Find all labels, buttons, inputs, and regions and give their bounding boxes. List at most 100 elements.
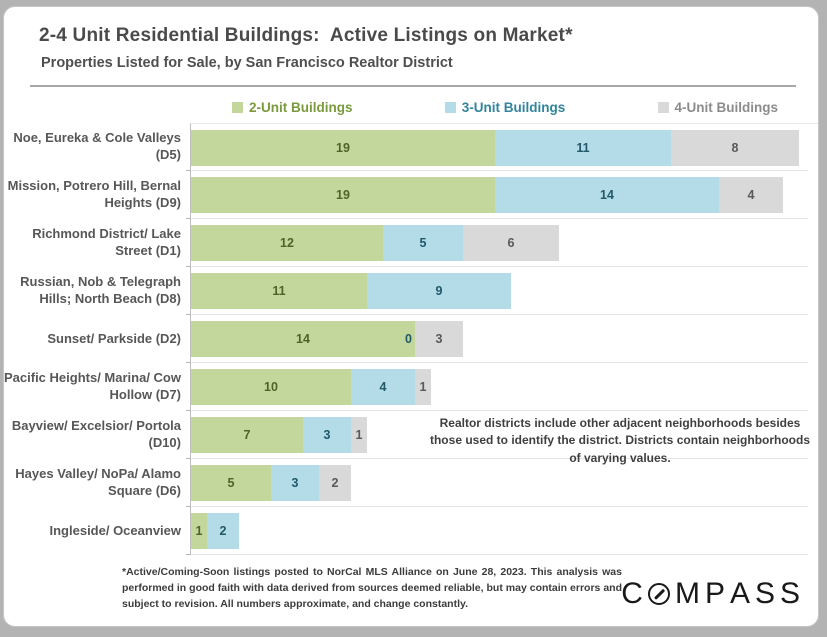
category-label: Pacific Heights/ Marina/ Cow Hollow (D7) — [4, 370, 181, 402]
legend-item: 4-Unit Buildings — [657, 100, 779, 115]
chart-row: Ingleside/ Oceanview 1 2 — [4, 507, 818, 555]
legend-swatch-icon — [232, 102, 243, 113]
legend-label: 4-Unit Buildings — [674, 100, 779, 115]
legend-swatch-icon — [657, 102, 669, 113]
bar-value-label: 5 — [419, 236, 427, 250]
bar-track: 10 4 1 — [186, 363, 818, 411]
bar-segment-3-unit: 3 — [303, 417, 351, 453]
bar-segment-4-unit: 1 — [351, 417, 367, 453]
logo-letter: C — [621, 577, 643, 610]
bar-value-label: 0 — [405, 332, 412, 346]
bar-segment-3-unit: 5 — [383, 225, 463, 261]
bar-segment-3-unit: 3 — [271, 465, 319, 501]
chart-row: Hayes Valley/ NoPa/ Alamo Square (D6) 5 3 2 — [4, 459, 818, 507]
bar-track: 11 9 — [186, 267, 818, 315]
legend-swatch-icon — [444, 102, 456, 113]
bar-value-label: 14 — [296, 332, 310, 346]
bar-segment-2-unit: 19 — [191, 177, 495, 213]
header-divider — [30, 85, 796, 87]
bar-track: 12 5 6 — [186, 219, 818, 267]
bar-value-label: 1 — [355, 428, 363, 442]
chart-row: Pacific Heights/ Marina/ Cow Hollow (D7)… — [4, 363, 818, 411]
bar-value-label: 4 — [379, 380, 387, 394]
category-label: Sunset/ Parkside (D2) — [47, 330, 181, 346]
annotation-text: Realtor districts include other adjacent… — [429, 416, 811, 465]
bar-segment-4-unit: 1 — [415, 369, 431, 405]
bar-track: 19 14 4 — [186, 171, 818, 219]
bar-segment-4-unit: 6 — [463, 225, 559, 261]
bar-segment-2-unit: 14 — [191, 321, 415, 357]
bar-segment-3-unit: 14 — [495, 177, 719, 213]
bar-segment-2-unit: 1 — [191, 513, 207, 549]
bar-value-label: 19 — [336, 188, 350, 202]
category-label: Ingleside/ Oceanview — [49, 522, 182, 538]
bar-segment-4-unit: 8 — [671, 129, 799, 166]
legend: 2-Unit Buildings 3-Unit Buildings 4-Unit B… — [232, 100, 778, 115]
logo-letter: S — [779, 577, 800, 610]
chart-row: Mission, Potrero Hill, Bernal Heights (D… — [4, 171, 818, 219]
bar-value-label: 2 — [219, 524, 227, 538]
bar-segment-3-unit: 11 — [495, 129, 671, 166]
bar-value-label: 7 — [243, 428, 251, 442]
category-label: Mission, Potrero Hill, Bernal Heights (D… — [7, 178, 181, 210]
bar-segment-2-unit: 19 — [191, 129, 495, 166]
bar-segment-4-unit: 4 — [719, 177, 783, 213]
logo-letter: M — [674, 577, 700, 610]
chart-row: Noe, Eureka & Cole Valleys (D5) 19 11 8 — [4, 123, 818, 171]
category-label: Richmond District/ Lake Street (D1) — [32, 226, 181, 258]
bar-value-label: 6 — [507, 236, 515, 250]
bar-track: 7 3 1 — [186, 411, 818, 459]
bar-segment-2-unit: 5 — [191, 465, 271, 501]
bar-segment-2-unit: 10 — [191, 369, 351, 405]
footnote-text: *Active/Coming-Soon listings posted to N… — [122, 566, 622, 610]
slide-card: 2-4 Unit Residential Buildings: Active L… — [3, 6, 819, 627]
logo-letter: P — [704, 577, 725, 610]
bar-track: 14 0 3 — [186, 315, 818, 363]
legend-item: 2-Unit Buildings — [232, 100, 353, 115]
category-label: Russian, Nob & Telegraph Hills; North Be… — [20, 274, 181, 306]
bar-track: 5 3 2 — [186, 459, 818, 507]
legend-label: 3-Unit Buildings — [461, 100, 566, 115]
bar-segment-4-unit: 2 — [319, 465, 351, 501]
chart-row: Richmond District/ Lake Street (D1) 12 5 6 — [4, 219, 818, 267]
bar-segment-2-unit: 7 — [191, 417, 303, 453]
bar-value-label: 11 — [272, 284, 286, 298]
page-subtitle: Properties Listed for Sale, by San Franc… — [41, 55, 453, 71]
bar-value-label: 1 — [195, 524, 203, 538]
bar-value-label: 1 — [419, 380, 427, 394]
logo-letter: A — [729, 577, 750, 610]
bar-value-label: 11 — [576, 140, 590, 155]
bar-track: 19 11 8 — [186, 123, 818, 171]
page-title: 2-4 Unit Residential Buildings: Active L… — [39, 25, 573, 46]
bar-segment-3-unit: 9 — [367, 273, 511, 309]
bar-segment-2-unit: 11 — [191, 273, 367, 309]
bar-segment-2-unit: 12 — [191, 225, 383, 261]
chart-row: Russian, Nob & Telegraph Hills; North Be… — [4, 267, 818, 315]
bar-segment-3-unit: 2 — [207, 513, 239, 549]
category-label: Bayview/ Excelsior/ Portola (D10) — [11, 418, 181, 450]
bar-value-label: 12 — [280, 236, 294, 250]
category-label: Noe, Eureka & Cole Valleys (D5) — [13, 130, 181, 162]
bar-value-label: 3 — [323, 428, 331, 442]
bar-segment-3-unit: 4 — [351, 369, 415, 405]
bar-value-label: 5 — [227, 476, 235, 490]
chart-row: Sunset/ Parkside (D2) 14 0 3 — [4, 315, 818, 363]
chart-row: Bayview/ Excelsior/ Portola (D10) 7 3 1 — [4, 411, 818, 459]
bar-value-label: 9 — [435, 284, 443, 298]
bar-value-label: 10 — [264, 380, 278, 394]
bar-value-label: 3 — [435, 332, 443, 346]
bar-value-label: 8 — [731, 140, 739, 155]
bar-value-label: 3 — [291, 476, 299, 490]
legend-label: 2-Unit Buildings — [249, 100, 353, 115]
bar-value-label: 14 — [600, 188, 614, 202]
compass-o-icon — [647, 583, 670, 605]
bar-value-label: 2 — [331, 476, 339, 490]
logo-letter: S — [754, 577, 775, 610]
legend-item: 3-Unit Buildings — [444, 100, 566, 115]
bar-value-label: 19 — [336, 140, 350, 155]
bar-segment-4-unit: 3 — [415, 321, 463, 357]
chart: Noe, Eureka & Cole Valleys (D5) 19 11 8 Miss… — [4, 123, 818, 555]
bar-value-label: 4 — [747, 188, 755, 202]
